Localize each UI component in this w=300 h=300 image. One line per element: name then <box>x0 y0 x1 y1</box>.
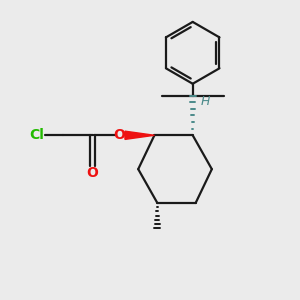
Text: Cl: Cl <box>29 128 44 142</box>
Text: O: O <box>87 166 98 180</box>
Polygon shape <box>125 131 154 140</box>
Text: O: O <box>114 128 126 142</box>
Text: H: H <box>200 95 210 108</box>
